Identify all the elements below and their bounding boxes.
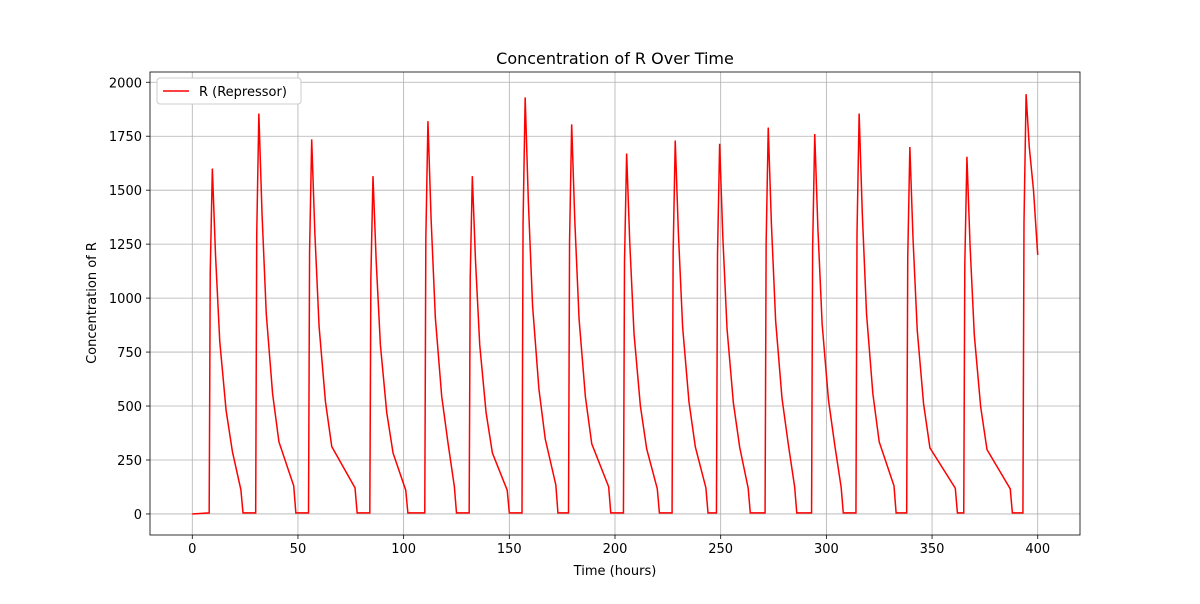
plot-frame [149,71,1081,536]
y-tick-label: 1750 [109,130,142,145]
y-tick-label: 1250 [109,238,142,253]
chart-title: Concentration of R Over Time [496,49,734,68]
x-tick-label: 300 [814,542,839,557]
y-tick-label: 0 [134,508,142,523]
data-line [192,94,1039,515]
x-tick-label: 200 [603,542,628,557]
x-tick-label: 0 [188,542,196,557]
legend-label: R (Repressor) [199,85,287,100]
y-tick-label: 500 [117,400,142,415]
x-tick-label: 150 [497,542,522,557]
x-tick-label: 350 [920,542,945,557]
y-axis-label: Concentration of R [85,242,100,364]
x-axis-label: Time (hours) [573,564,657,579]
y-tick-label: 750 [117,346,142,361]
y-tick-label: 1500 [109,184,142,199]
x-tick-label: 250 [708,542,733,557]
y-tick-label: 250 [117,454,142,469]
legend: R (Repressor) [156,77,302,105]
legend-box [156,77,302,105]
x-tick-label: 100 [391,542,416,557]
y-tick-label: 1000 [109,292,142,307]
x-tick-label: 400 [1025,542,1050,557]
y-tick-label: 2000 [109,76,142,91]
x-tick-label: 50 [290,542,307,557]
